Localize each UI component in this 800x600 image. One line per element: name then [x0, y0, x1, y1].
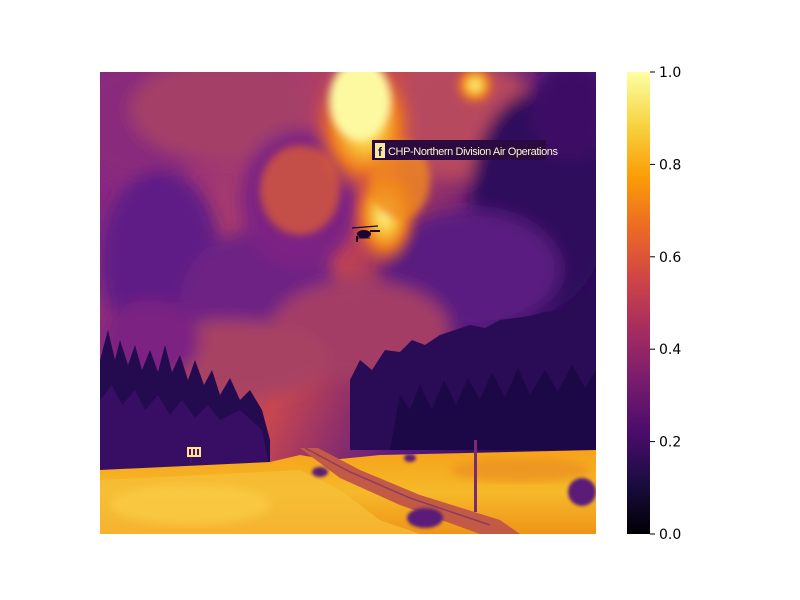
- watermark: f CHP-Northern Division Air Operations: [372, 140, 559, 160]
- colorbar-tick-label: 0.8: [659, 157, 681, 173]
- road-sign: [187, 447, 201, 463]
- road: [300, 447, 520, 534]
- colorbar-gradient: [627, 72, 650, 534]
- power-pole: [474, 440, 477, 512]
- colorbar-tick-label: 0.0: [659, 527, 681, 543]
- colorbar: 0.0 0.2 0.4 0.6 0.8 1.0: [627, 65, 681, 543]
- colorbar-ticks: 0.0 0.2 0.4 0.6 0.8 1.0: [650, 65, 681, 543]
- watermark-text: CHP-Northern Division Air Operations: [388, 146, 559, 158]
- colorbar-tick-label: 0.6: [659, 250, 681, 266]
- svg-text:f: f: [378, 145, 383, 159]
- colorbar-tick-label: 0.4: [659, 342, 681, 358]
- helicopter-icon: [351, 225, 380, 242]
- colorbar-tick-label: 0.2: [659, 435, 681, 451]
- fire-image: f CHP-Northern Division Air Operations: [100, 72, 596, 534]
- colorbar-tick-label: 1.0: [659, 65, 681, 81]
- facebook-icon: [375, 143, 385, 158]
